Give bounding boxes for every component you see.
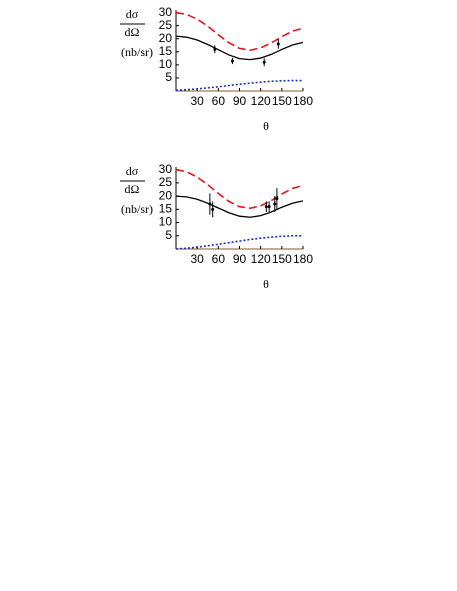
x-tick-label: 90 (233, 94, 247, 108)
y-tick-label: 10 (159, 215, 173, 229)
data-point (273, 202, 277, 206)
data-point (267, 205, 271, 209)
y-unit: (nb/sr) (121, 45, 153, 59)
x-tick-label: 30 (190, 252, 204, 266)
y-tick-label: 5 (165, 228, 172, 242)
data-point (262, 60, 266, 64)
x-tick-label: 60 (212, 94, 226, 108)
curve (175, 234, 303, 250)
y-tick-label: 25 (159, 175, 173, 189)
data-point (230, 59, 234, 63)
curve (175, 195, 304, 218)
y-tick-label: 5 (165, 70, 172, 84)
data-point (264, 205, 268, 209)
curve (175, 79, 303, 92)
y-label-bottom: dΩ (125, 25, 140, 39)
x-tick-label: 150 (272, 252, 292, 266)
curve (175, 168, 304, 210)
curve (175, 11, 304, 52)
x-tick-label: 120 (251, 94, 271, 108)
x-label: θ (263, 277, 269, 291)
x-tick-label: 150 (272, 94, 292, 108)
y-tick-label: 20 (159, 31, 173, 45)
y-label-bottom: dΩ (125, 182, 140, 196)
x-tick-label: 30 (190, 94, 204, 108)
y-tick-label: 20 (159, 188, 173, 202)
y-label-top: dσ (126, 7, 139, 21)
data-point (211, 207, 215, 211)
y-tick-label: 10 (159, 57, 173, 71)
y-label-top: dσ (126, 164, 139, 178)
x-tick-label: 180 (293, 252, 313, 266)
data-point (213, 47, 217, 51)
x-tick-label: 60 (212, 252, 226, 266)
y-tick-label: 30 (159, 5, 173, 19)
data-point (276, 42, 280, 46)
x-tick-label: 90 (233, 252, 247, 266)
y-tick-label: 15 (159, 201, 173, 215)
y-tick-label: 25 (159, 18, 173, 32)
x-label: θ (263, 119, 269, 133)
data-point (275, 197, 279, 201)
x-tick-label: 120 (251, 252, 271, 266)
curve (175, 35, 304, 61)
x-tick-label: 180 (293, 94, 313, 108)
y-unit: (nb/sr) (121, 202, 153, 216)
y-tick-label: 15 (159, 44, 173, 58)
data-point (208, 202, 212, 206)
y-tick-label: 30 (159, 162, 173, 176)
